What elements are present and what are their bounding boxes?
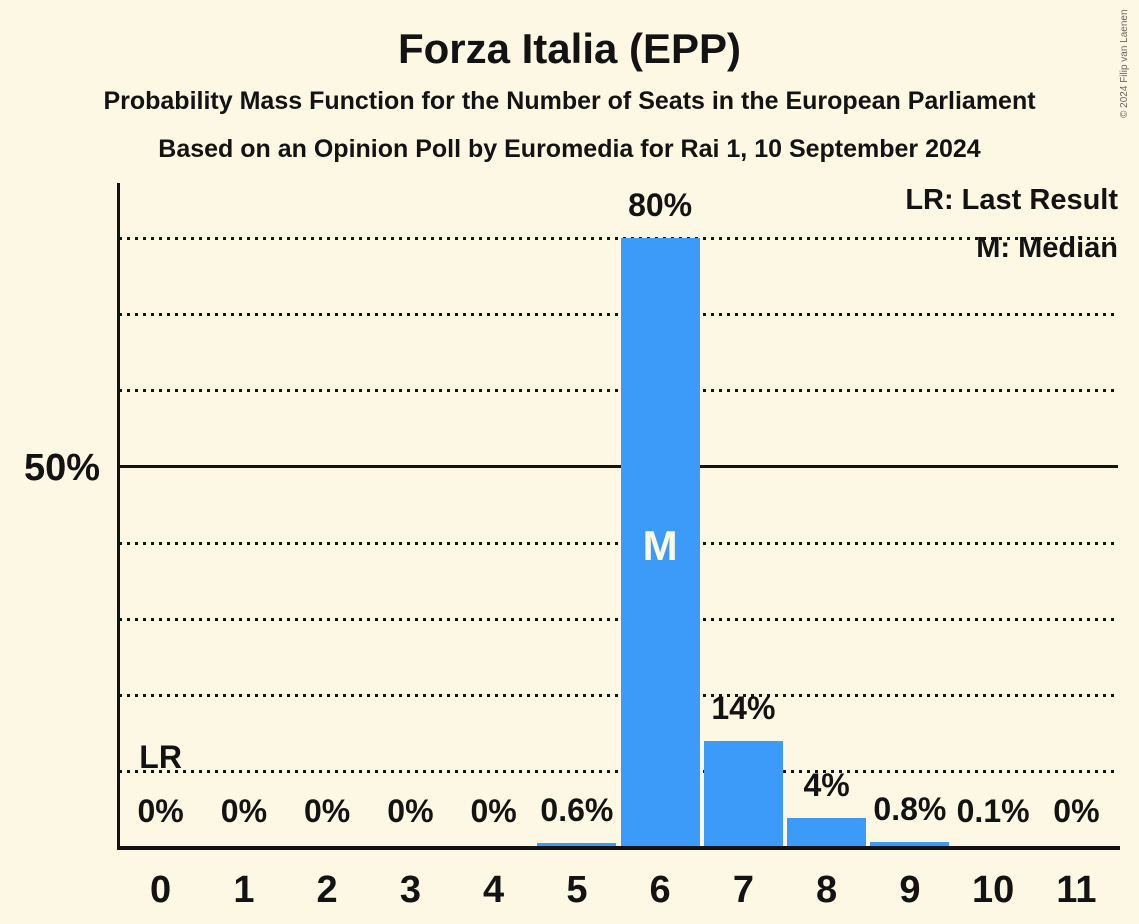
bar-value-label-seat-8: 4% [803, 766, 850, 803]
chart-title: Forza Italia (EPP) [397, 25, 742, 72]
y-axis [116, 183, 120, 850]
x-axis-tick-label-9: 9 [899, 869, 921, 911]
bar-value-label-seat-5: 0.6% [540, 792, 614, 829]
gridline-70pct [119, 312, 1118, 316]
x-axis-tick-label-0: 0 [150, 869, 172, 911]
bar-value-label-seat-11: 0% [1053, 793, 1100, 829]
bar-value-label-seat-7: 14% [711, 690, 776, 727]
legend-median: M: Median [976, 232, 1118, 264]
x-axis-tick-label-7: 7 [732, 869, 754, 911]
gridline-80pct [119, 236, 1118, 240]
gridline-30pct [119, 617, 1118, 621]
last-result-marker: LR [139, 739, 182, 775]
gridline-solid-50pct [119, 465, 1118, 469]
chart-subtitle-line1: Probability Mass Function for the Number… [103, 87, 1036, 115]
bar-value-label-seat-1: 0% [220, 793, 268, 829]
y-axis-tick-label-50pct: 50% [23, 447, 100, 489]
gridline-10pct [119, 770, 1118, 774]
x-axis-tick-label-11: 11 [1056, 869, 1097, 911]
bar-value-label-seat-9: 0.8% [873, 790, 947, 827]
bar-value-label-seat-10: 0.1% [956, 793, 1030, 829]
x-axis-tick-label-2: 2 [316, 869, 338, 911]
bar-seat-5 [537, 843, 617, 848]
gridline-20pct [119, 694, 1118, 697]
x-axis-tick-label-1: 1 [233, 869, 255, 911]
bar-seat-7 [703, 741, 783, 849]
x-axis-tick-label-6: 6 [649, 869, 671, 911]
gridline-60pct [119, 389, 1118, 392]
x-axis [116, 846, 1120, 850]
legend-last-result: LR: Last Result [905, 184, 1118, 216]
bar-seat-9 [870, 841, 950, 848]
x-axis-tick-label-10: 10 [971, 869, 1015, 911]
gridline-40pct [119, 541, 1118, 545]
bar-value-label-seat-2: 0% [303, 793, 351, 829]
x-axis-tick-label-8: 8 [816, 869, 838, 911]
bar-value-label-seat-6: 80% [628, 187, 693, 223]
copyright-notice: © 2024 Filip van Laenen [1119, 9, 1130, 118]
bar-value-label-seat-0: 0% [137, 793, 184, 829]
bar-seat-6 [620, 238, 700, 848]
chart-subtitle-line2: Based on an Opinion Poll by Euromedia fo… [158, 135, 981, 163]
median-marker: M [642, 522, 678, 569]
bar-value-label-seat-3: 0% [387, 793, 434, 829]
x-axis-tick-label-5: 5 [566, 869, 588, 911]
bar-seat-8 [787, 817, 867, 848]
x-axis-tick-label-3: 3 [399, 869, 421, 911]
x-axis-tick-label-4: 4 [483, 869, 505, 911]
bar-value-label-seat-4: 0% [470, 793, 517, 829]
